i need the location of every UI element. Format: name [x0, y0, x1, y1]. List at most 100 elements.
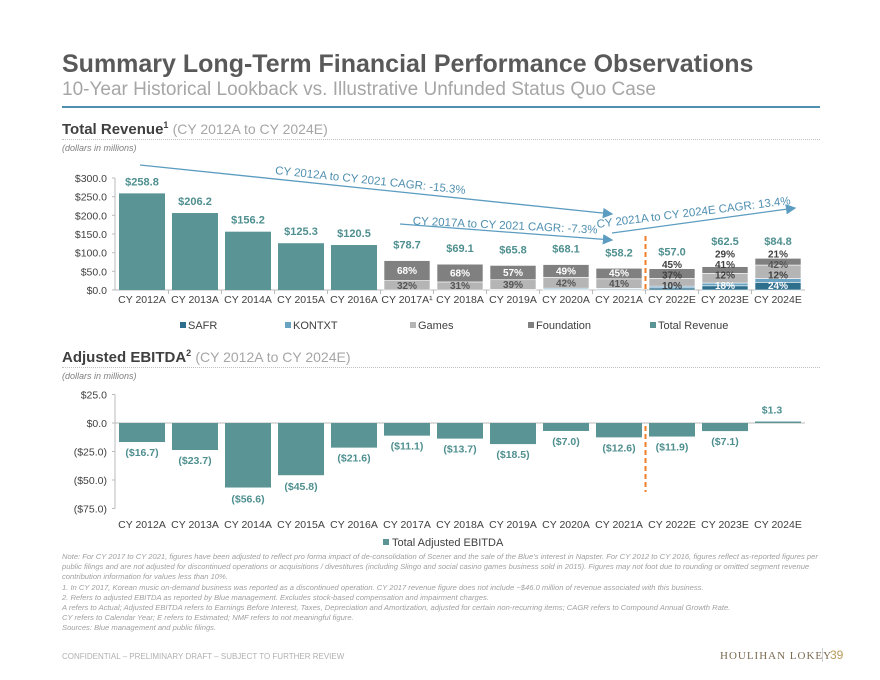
x-tick-label: CY 2014A — [224, 519, 272, 531]
note: Sources: Blue management and public fili… — [62, 623, 217, 633]
segment-label: 39% — [503, 280, 523, 291]
company-logo: HOULIHAN LOKEY — [720, 650, 833, 662]
value-label: $125.3 — [284, 226, 318, 238]
x-tick-label: CY 2013A — [171, 294, 219, 306]
bar-adjusted-ebitda — [225, 423, 271, 488]
legend-label: KONTXT — [293, 320, 338, 332]
segment-label: 68% — [397, 266, 417, 277]
value-label: $120.5 — [337, 228, 371, 240]
segment-label: 37% — [662, 271, 682, 282]
cagr-arrow — [611, 204, 797, 234]
segment-label: 12% — [768, 271, 788, 282]
bar-adjusted-ebitda — [384, 423, 430, 436]
x-tick-label: CY 2019A — [489, 294, 537, 306]
page-number: 39 — [822, 648, 843, 662]
value-label: $58.2 — [605, 247, 633, 259]
x-tick-label: CY 2023E — [701, 519, 749, 531]
x-tick-label: CY 2023E — [701, 294, 749, 306]
x-tick-label: CY 2021A — [595, 519, 643, 531]
note: CY refers to Calendar Year; E refers to … — [62, 613, 354, 623]
bar-adjusted-ebitda — [596, 423, 642, 438]
cagr-annotation: CY 2012A to CY 2021 CAGR: -15.3% — [275, 165, 467, 197]
revenue-section-title: Total Revenue1 (CY 2012A to CY 2024E) — [62, 120, 328, 138]
bar-segment-foundation — [648, 268, 696, 279]
legend-label: SAFR — [188, 320, 217, 332]
y-tick-label: $25.0 — [81, 390, 107, 402]
value-label: ($16.7) — [125, 447, 158, 459]
bar-segment-foundation — [595, 267, 643, 280]
value-label: $84.8 — [764, 236, 792, 248]
bar-total-revenue — [172, 213, 218, 290]
ebitda-range: (CY 2012A to CY 2024E) — [195, 349, 351, 365]
revenue-unit: (dollars in millions) — [62, 143, 137, 153]
bar-total-revenue — [119, 193, 165, 290]
ebitda-section-title: Adjusted EBITDA2 (CY 2012A to CY 2024E) — [62, 348, 351, 366]
cagr-arrow — [139, 164, 614, 219]
page-subtitle: 10-Year Historical Lookback vs. Illustra… — [62, 79, 656, 100]
segment-label: 49% — [556, 267, 576, 278]
bar-adjusted-ebitda — [119, 423, 165, 443]
y-tick-label: $50.0 — [81, 266, 107, 278]
bar-total-revenue — [225, 231, 271, 290]
bar-total-revenue — [331, 245, 377, 290]
note: A refers to Actual; Adjusted EBITDA refe… — [62, 603, 731, 613]
value-label: $68.1 — [552, 244, 580, 256]
note: 2. Refers to adjusted EBITDA as reported… — [62, 592, 489, 602]
x-tick-label: CY 2022E — [648, 519, 696, 531]
x-tick-label: CY 2015A — [277, 519, 325, 531]
value-label: $62.5 — [711, 236, 739, 248]
segment-label: 45% — [609, 269, 629, 280]
bar-segment-foundation — [701, 266, 749, 274]
legend-label: Games — [418, 320, 454, 332]
bar-adjusted-ebitda — [331, 423, 377, 448]
bar-adjusted-ebitda — [543, 423, 589, 431]
legend-swatch — [285, 322, 291, 328]
legend-label: Foundation — [536, 320, 591, 332]
note: 1. In CY 2017, Korean music on-demand bu… — [62, 582, 704, 592]
x-tick-label: CY 2012A — [118, 519, 166, 531]
legend-label: Total Adjusted EBITDA — [392, 537, 504, 549]
segment-label: 57% — [503, 268, 523, 279]
x-tick-label: CY 2022E — [648, 294, 696, 306]
bar-segment-foundation — [754, 258, 802, 266]
segment-label: 32% — [397, 281, 417, 292]
x-tick-label: CY 2016A — [330, 519, 378, 531]
y-tick-label: $0.0 — [87, 285, 108, 297]
value-label: ($13.7) — [443, 444, 476, 456]
bar-adjusted-ebitda — [490, 423, 536, 445]
bar-adjusted-ebitda — [278, 423, 324, 476]
y-tick-label: ($50.0) — [74, 475, 107, 487]
value-label: ($45.8) — [284, 481, 317, 493]
value-label: ($7.1) — [711, 436, 738, 448]
segment-label: 41% — [609, 279, 629, 290]
legend-label: Total Revenue — [658, 320, 728, 332]
value-label: $206.2 — [178, 196, 212, 208]
y-tick-label: $0.0 — [87, 418, 108, 430]
x-tick-label: CY 2017A¹ — [381, 294, 433, 306]
value-label: $1.3 — [762, 405, 783, 417]
legend-swatch — [528, 322, 534, 328]
x-tick-label: CY 2015A — [277, 294, 325, 306]
segment-label: 31% — [450, 281, 470, 292]
value-label: ($7.0) — [552, 436, 579, 448]
bar-segment-foundation — [542, 264, 590, 278]
x-tick-label: CY 2020A — [542, 294, 590, 306]
ebitda-unit: (dollars in millions) — [62, 371, 137, 381]
segment-label: 29% — [715, 250, 735, 261]
value-label: ($18.5) — [496, 449, 529, 461]
bar-adjusted-ebitda — [649, 423, 695, 437]
bar-segment-foundation — [383, 260, 431, 281]
bar-adjusted-ebitda — [437, 423, 483, 439]
segment-label: 12% — [715, 271, 735, 282]
value-label: $69.1 — [446, 243, 474, 255]
bar-adjusted-ebitda — [702, 423, 748, 432]
confidential-notice: CONFIDENTIAL – PRELIMINARY DRAFT – SUBJE… — [62, 652, 345, 661]
segment-label: 10% — [662, 281, 682, 292]
x-tick-label: CY 2024E — [754, 294, 802, 306]
value-label: ($11.1) — [391, 441, 424, 453]
value-label: $57.0 — [658, 247, 686, 259]
x-tick-label: CY 2018A — [436, 294, 484, 306]
bar-total-revenue — [278, 243, 324, 290]
bar-segment-foundation — [436, 263, 484, 283]
revenue-title: Total Revenue — [62, 121, 164, 138]
